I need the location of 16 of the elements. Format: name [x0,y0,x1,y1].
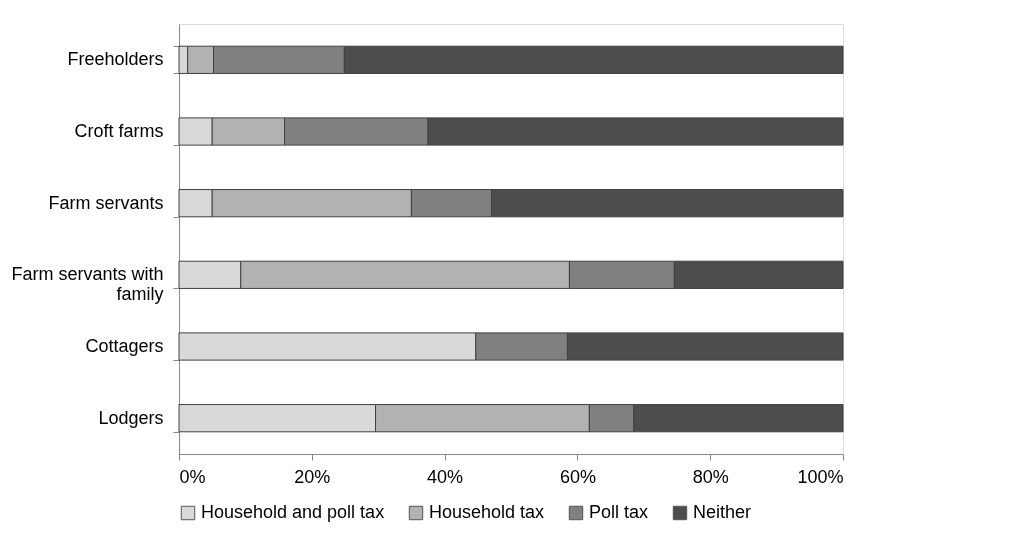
y-tick-label: Croft farms [74,121,164,141]
legend-label: Household and poll tax [201,502,385,522]
x-tick-label: 100% [797,466,844,487]
y-tick-label: Farm servants with family [11,264,164,305]
y-tick-label: Cottagers [85,336,164,356]
y-tick-label: Freeholders [67,49,164,70]
legend-label: Household tax [429,502,545,522]
y-tick-label: Lodgers [98,407,164,428]
x-tick-label: 80% [692,466,729,487]
x-tick-label: 0% [179,466,206,487]
x-tick-label: 60% [559,466,596,487]
legend-label: Poll tax [589,502,649,522]
x-tick-label: 20% [294,466,331,487]
y-tick-label: Farm servants [48,192,164,213]
legend-label: Neither [693,502,752,522]
x-tick-label: 40% [427,466,464,487]
